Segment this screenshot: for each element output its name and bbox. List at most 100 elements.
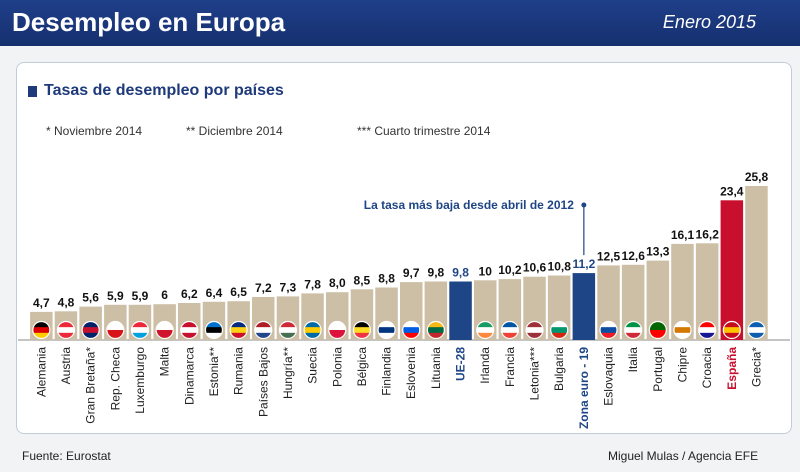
category-label-croacia: Croacia <box>700 347 714 389</box>
category-label-italia: Italia <box>626 347 640 373</box>
category-label-gran-bretana: Gran Bretaña* <box>84 347 98 424</box>
flag-alemania-icon <box>32 320 51 340</box>
value-label-austria: 4,8 <box>58 295 75 309</box>
value-label-hungria: 7,3 <box>280 280 297 294</box>
page-title: Desempleo en Europa <box>12 7 286 37</box>
annotation-text: La tasa más baja desde abril de 2012 <box>364 198 574 212</box>
annotation-dot <box>581 202 587 208</box>
value-label-italia: 12,6 <box>622 249 646 263</box>
flag-grecia-icon <box>747 320 766 340</box>
note-november: * Noviembre 2014 <box>46 124 143 138</box>
category-label-irlanda: Irlanda <box>478 347 492 384</box>
value-label-belgica: 8,5 <box>354 273 371 287</box>
bullet-square-icon <box>28 85 37 97</box>
section-title: Tasas de desempleo por países <box>28 82 284 100</box>
category-label-belgica: Bélgica <box>355 347 369 387</box>
category-label-hungria: Hungría** <box>281 347 295 399</box>
value-label-espana: 23,4 <box>720 184 744 198</box>
category-label-rep-checa: Rep. Checa <box>108 347 122 411</box>
bar-chipre <box>671 243 694 340</box>
category-label-suecia: Suecia <box>306 347 320 384</box>
value-label-croacia: 16,2 <box>696 227 720 241</box>
flag-suecia-icon <box>303 320 322 340</box>
bar-croacia <box>695 243 719 340</box>
flag-chipre-icon <box>673 320 692 340</box>
bar-italia <box>621 264 645 340</box>
flag-rumania-icon <box>229 320 248 340</box>
value-label-suecia: 7,8 <box>304 277 321 291</box>
source-label: Fuente: Eurostat <box>22 449 111 463</box>
flag-paises-bajos-icon <box>254 320 273 340</box>
category-label-ue-28: UE-28 <box>454 347 468 381</box>
value-label-letonia: 10,6 <box>523 261 547 275</box>
category-label-austria: Austria <box>59 347 73 385</box>
bar-zona-euro-19 <box>572 273 596 340</box>
value-label-bulgaria: 10,8 <box>548 260 572 274</box>
flag-austria-icon <box>56 320 76 340</box>
value-label-alemania: 4,7 <box>33 296 50 310</box>
value-label-portugal: 13,3 <box>646 245 670 259</box>
value-label-malta: 6 <box>161 288 168 302</box>
category-label-espana: España <box>725 347 739 390</box>
category-label-eslovenia: Eslovenia <box>404 347 418 399</box>
category-label-portugal: Portugal <box>651 347 665 392</box>
value-label-zona-euro-19: 11,2 <box>573 257 596 271</box>
chart-panel <box>16 62 792 434</box>
value-label-irlanda: 10 <box>479 264 493 278</box>
value-label-ue-28: 9,8 <box>452 266 469 280</box>
flag-dinamarca-icon <box>180 320 199 340</box>
flag-espana-icon <box>722 320 741 340</box>
flag-rep-checa-icon <box>106 320 125 340</box>
section-title-text: Tasas de desempleo por países <box>44 82 284 99</box>
bar-portugal <box>646 260 670 340</box>
value-label-eslovaquia: 12,5 <box>597 249 621 263</box>
value-label-lituania: 9,8 <box>428 266 445 280</box>
flag-belgica-icon <box>352 320 372 340</box>
bar-ue-28 <box>449 281 472 340</box>
flag-letonia-icon <box>525 320 544 340</box>
category-label-malta: Malta <box>158 347 172 377</box>
flag-bulgaria-icon <box>550 320 569 340</box>
flag-eslovaquia-icon <box>599 320 618 340</box>
category-label-zona-euro-19: Zona euro - 19 <box>577 347 591 429</box>
category-label-paises-bajos: Países Bajos <box>256 347 270 417</box>
value-label-polonia: 8,0 <box>329 276 346 290</box>
category-label-polonia: Polonia <box>330 347 344 387</box>
date-label: Enero 2015 <box>662 12 756 32</box>
category-label-chipre: Chipre <box>676 347 690 383</box>
value-label-rep-checa: 5,9 <box>107 289 124 303</box>
flag-estonia-icon <box>204 320 224 340</box>
flag-lituania-icon <box>426 320 445 340</box>
category-label-luxemburgo: Luxemburgo <box>133 347 147 414</box>
flag-luxemburgo-icon <box>130 320 150 340</box>
bar-espana <box>720 200 744 340</box>
category-label-rumania: Rumania <box>232 347 246 395</box>
value-label-chipre: 16,1 <box>671 228 695 242</box>
value-label-gran-bretana: 5,6 <box>82 291 99 305</box>
category-label-finlandia: Finlandia <box>380 347 394 396</box>
category-label-estonia: Estonia** <box>207 347 221 397</box>
flag-malta-icon <box>155 320 174 340</box>
flag-irlanda-icon <box>476 320 495 340</box>
value-label-rumania: 6,5 <box>230 285 247 299</box>
credit-label: Miguel Mulas / Agencia EFE <box>608 449 759 463</box>
category-label-letonia: Letonia*** <box>528 347 542 401</box>
category-label-bulgaria: Bulgaria <box>552 347 566 391</box>
category-label-lituania: Lituania <box>429 347 443 389</box>
value-label-francia: 10,2 <box>498 263 522 277</box>
flag-gran-bretana-icon <box>81 320 100 340</box>
value-label-eslovenia: 9,7 <box>403 266 420 280</box>
flag-croacia-icon <box>698 320 717 340</box>
category-label-alemania: Alemania <box>34 347 48 397</box>
category-label-francia: Francia <box>503 347 517 387</box>
flag-eslovenia-icon <box>402 320 421 340</box>
flag-hungria-icon <box>278 320 298 340</box>
flag-francia-icon <box>500 320 519 340</box>
flag-portugal-icon <box>648 320 667 340</box>
value-label-grecia: 25,8 <box>745 170 769 184</box>
bar-grecia <box>745 186 768 340</box>
note-december: ** Diciembre 2014 <box>186 124 283 138</box>
flag-polonia-icon <box>328 320 347 340</box>
category-label-dinamarca: Dinamarca <box>182 347 196 405</box>
